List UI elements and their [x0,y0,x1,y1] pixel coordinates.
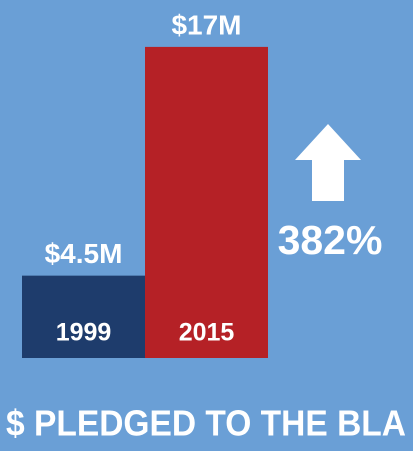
annotation: 382% [278,217,383,263]
value-label: $4.5M [45,238,123,269]
x-tick-label: 1999 [56,319,112,347]
chart-title: $ PLEDGED TO THE BLA [6,403,406,444]
x-tick-label: 2015 [179,319,235,347]
up-arrow [295,124,361,201]
bar [22,275,145,358]
value-label: $17M [171,9,241,40]
bar [145,46,268,359]
